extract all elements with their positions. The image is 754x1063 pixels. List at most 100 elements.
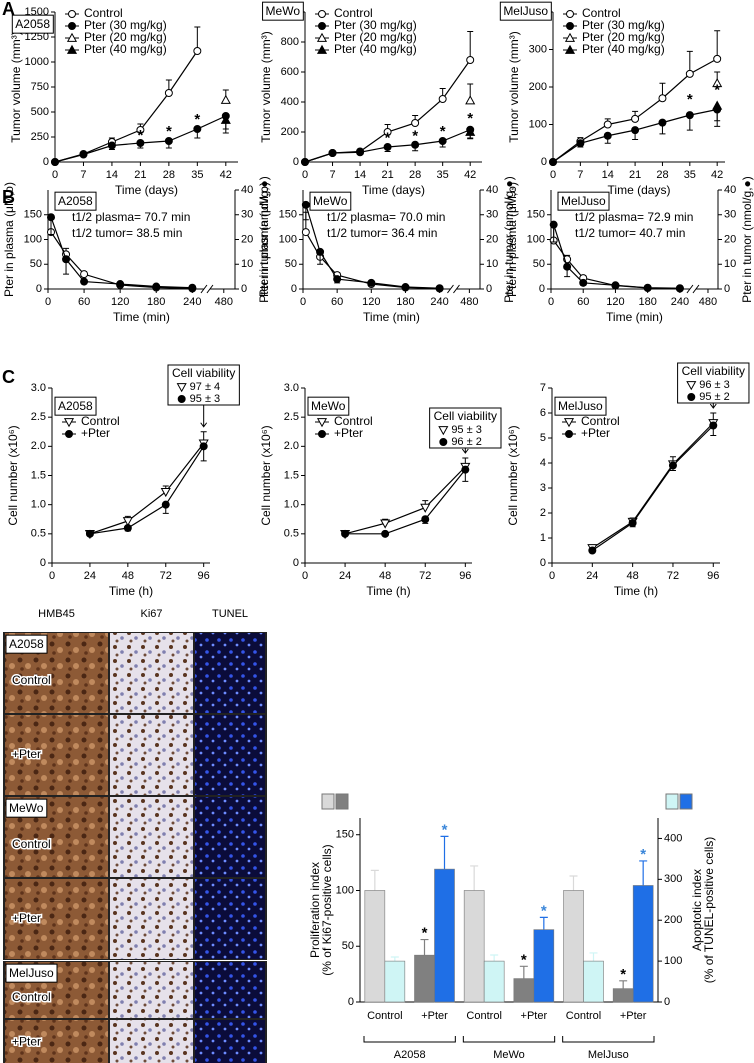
bar [583,960,604,1003]
series-line [54,50,198,163]
legend-marker [318,430,326,438]
tick-label: 0 [302,169,308,181]
marker [341,529,350,538]
legend-label: Control [334,6,373,20]
tick-label: 240 [430,296,448,308]
tick-label: 180 [147,296,165,308]
y2-axis-label: Pter in tumor (nmol/g,●) [502,176,516,303]
error-bar [467,31,474,60]
tick-label: 480 [699,296,717,308]
tick-label: 20 [486,233,498,245]
marker [123,524,132,532]
legend-swatch [335,793,349,810]
column-label: Ki67 [140,608,162,620]
micrograph [195,879,265,959]
tick-label: 250 [31,131,49,143]
tick-label: 1.5 [31,469,46,481]
tick-label: 42 [220,169,232,181]
group-bracket [562,1036,655,1043]
tick-label: 100 [336,884,354,896]
panel-letter: B [2,187,15,207]
tick-label: 21 [629,169,641,181]
tick-label: 28 [163,169,175,181]
panel-letter: A [2,0,15,19]
error-bar [490,954,499,962]
tick-label: 150 [279,209,297,221]
significance: * [137,127,143,144]
legend-swatch [665,793,679,810]
x-axis-label: Time (days) [115,183,178,197]
marker [85,529,94,538]
viability-arrow [709,403,717,409]
viability-title: Cell viability [434,409,497,423]
tick-label: 0 [241,283,247,295]
legend-label: +Pter [334,426,363,440]
tick-label: 240 [183,296,201,308]
tick-label: 100 [664,955,682,967]
tick-label: 100 [279,233,297,245]
legend-label: Pter (40 mg/kg) [84,42,167,56]
bar [434,868,455,1003]
marker [421,515,430,524]
group-bracket [462,1036,556,1043]
tick-label: 400 [664,832,682,844]
bar [612,988,634,1003]
significance: * [442,821,448,838]
x-axis-label: Time (days) [362,183,425,197]
note: t1/2 plasma= 72.9 min [575,210,693,224]
marker [136,126,145,134]
tick-label: 300 [664,873,682,885]
series-line [344,466,466,535]
tick-label: 35 [684,169,696,181]
micrograph [110,715,193,795]
error-bar [194,26,201,51]
tick-label: 0 [539,283,545,295]
marker [465,126,476,136]
tick-label: 0 [293,557,299,569]
series-line [345,469,466,535]
marker [658,118,667,127]
tick-label: 96 [459,570,471,582]
y-axis-label: Proliferation index [308,862,322,958]
tick-label: 100 [529,118,547,130]
marker [193,125,202,133]
marker [435,284,444,293]
marker [383,128,392,136]
y-axis-label: Pter in plasma (μM,o) [505,182,519,297]
error-bar [539,916,548,930]
tick-label: 2.0 [31,440,46,452]
x-axis-label: Time (h) [366,584,410,598]
label-box [5,798,48,818]
marker [563,262,572,271]
legend-label: Control [334,414,373,428]
tick-label: 60 [78,296,90,308]
group-label: A2058 [394,1049,426,1061]
viability-marker [686,381,697,391]
micrograph [195,962,265,1018]
tick-label: 7 [577,169,583,181]
error-bar [420,938,429,956]
micrograph [110,797,193,877]
x-tick-label: +Pter [421,1010,448,1022]
group-label: MeWo [9,801,44,815]
viability-marker [438,426,449,436]
tick-label: 60 [577,296,589,308]
chart-title: MelJuso [558,399,603,413]
legend-label: Pter (20 mg/kg) [582,30,665,44]
tick-label: 0 [541,156,547,168]
marker [328,149,337,157]
legend-label: Control [581,414,620,428]
tick-label: 150 [24,209,42,221]
legend-label: Pter (40 mg/kg) [582,42,665,56]
group-label: A2058 [9,637,44,651]
series-line [50,217,193,289]
error-bar [619,980,628,989]
series-line [305,204,440,289]
micrograph [5,1020,108,1063]
tick-label: 0.5 [284,528,299,540]
tick-label: 21 [381,169,393,181]
micrograph [110,633,193,713]
legend-marker [316,32,328,42]
tick-label: 5 [540,432,546,444]
viability-arrow [200,405,208,428]
